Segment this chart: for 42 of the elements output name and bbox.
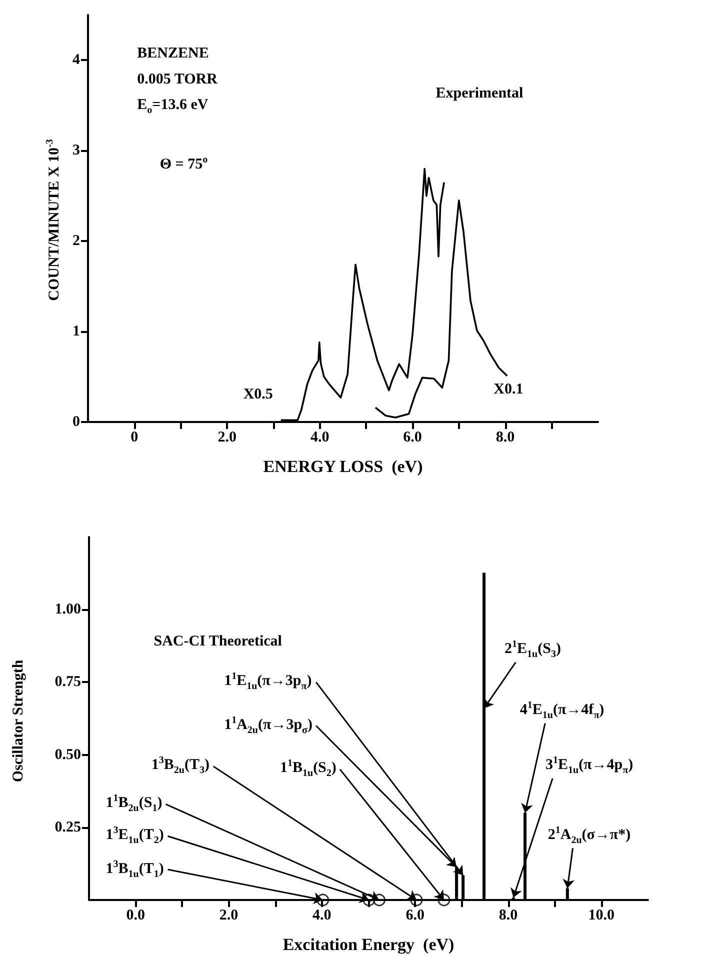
y-tick-label: 4: [72, 52, 80, 68]
annotation: 0.005 TORR: [137, 72, 218, 88]
x-tick-label: 8.0: [496, 430, 515, 446]
annotation: 3$^{1}$E$_{1u}$(π→4p$_{π}$): [546, 755, 634, 776]
annotation: X0.1: [494, 382, 524, 398]
y-tick-label: 3: [72, 142, 80, 159]
x-tick-label: 0.0: [126, 908, 145, 924]
y-axis-title: Oscillator Strength: [10, 659, 28, 782]
annotation: Experimental: [436, 85, 524, 102]
annotation: E$_{o}$=13.6 eV: [137, 97, 208, 116]
annotation: 1$^{3}$E$_{1u}$(T$_{2}$): [106, 825, 164, 846]
x-tick-label: 2.0: [219, 908, 238, 924]
annotation: 1$^{3}$B$_{2u}$(T$_{3}$): [151, 755, 210, 776]
annotation: Θ = 75$^{o}$: [160, 154, 208, 173]
x-tick-label: 8.0: [498, 908, 518, 924]
annotation: 1$^{1}$A$_{2u}$(π→3p$_{σ}$): [224, 714, 312, 736]
annotation: 1$^{1}$B$_{2u}$(S$_{1}$): [106, 793, 162, 814]
x-tick-label: 10.0: [588, 908, 615, 924]
annotation: 1$^{1}$B$_{1u}$(S$_{2}$): [280, 758, 336, 780]
annotation: SAC-CI Theoretical: [154, 633, 282, 650]
y-tick-label: 1.00: [54, 602, 81, 618]
annotation: 2$^{1}$A$_{2u}$(σ→π*): [548, 825, 631, 846]
annotation: BENZENE: [137, 45, 209, 62]
y-tick-label: 0.25: [54, 819, 81, 836]
x-axis-title: Excitation Energy (eV): [282, 935, 454, 954]
annotation: 1$^{1}$E$_{1u}$(π→3p$_{π}$): [224, 671, 312, 692]
annotation: 2$^{1}$E$_{1u}$(S$_{3}$): [504, 639, 561, 660]
x-tick-label: 6.0: [403, 430, 422, 446]
y-tick-label: 2: [72, 233, 80, 250]
x-tick-label: 0: [130, 430, 138, 446]
x-tick-label: 2.0: [218, 430, 236, 446]
annotation: 1$^{3}$B$_{1u}$(T$_{1}$): [106, 858, 164, 880]
x-axis-title: ENERGY LOSS (eV): [263, 457, 423, 476]
annotation: 4$^{1}$E$_{1u}$(π→4f$_{π}$): [520, 700, 604, 722]
y-tick-label: 0.50: [54, 746, 81, 763]
x-tick-label: 4.0: [312, 908, 332, 924]
y-tick-label: 0: [72, 414, 80, 430]
x-tick-label: 4.0: [310, 430, 330, 446]
x-tick-label: 6.0: [406, 908, 424, 924]
y-tick-label: 1: [72, 324, 80, 340]
annotation: X0.5: [243, 386, 273, 402]
y-tick-label: 0.75: [54, 674, 81, 690]
